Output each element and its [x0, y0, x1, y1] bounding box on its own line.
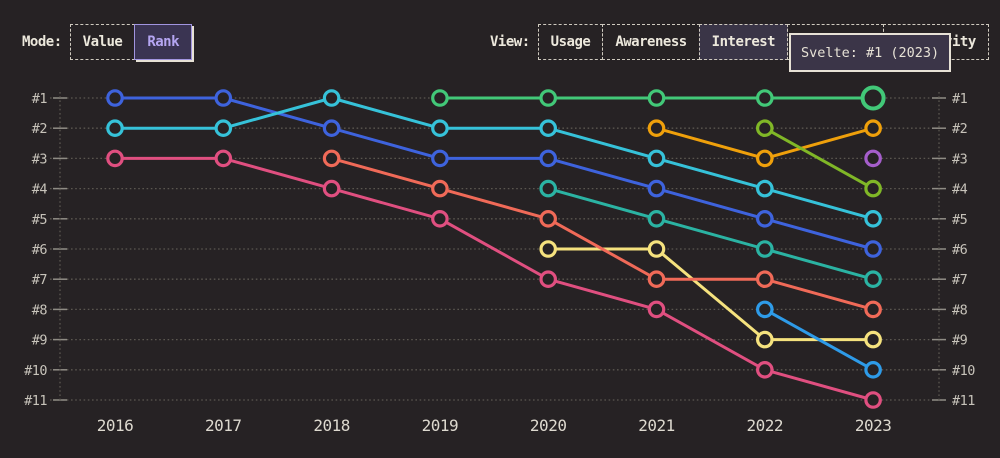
point-amber-2022[interactable] [755, 149, 774, 168]
mode-toggle-group: Mode: Value Rank [22, 24, 193, 60]
point-blue-2023[interactable] [864, 240, 882, 258]
point-teal-2023[interactable] [864, 270, 882, 288]
point-yellow-2022[interactable] [755, 330, 774, 349]
point-pink-2019[interactable] [431, 210, 449, 228]
year-label-2021: 2021 [638, 416, 675, 435]
point-green-2022[interactable] [755, 89, 774, 107]
point-salmon-2023[interactable] [864, 300, 882, 319]
point-salmon-2018[interactable] [322, 149, 341, 168]
point-cyan-2016[interactable] [106, 119, 124, 137]
line-series-pink [113, 156, 875, 402]
point-yellow-2023[interactable] [864, 330, 882, 349]
point-yellow-2020[interactable] [539, 240, 557, 258]
tooltip: Svelte: #1 (2023) [789, 33, 952, 72]
point-blue-2016[interactable] [106, 89, 124, 107]
point-olive-2023[interactable] [864, 179, 882, 198]
rank-label-left-2: #2 [32, 121, 47, 137]
point-salmon-2019[interactable] [431, 179, 449, 198]
point-green-2023-highlighted[interactable] [860, 85, 886, 111]
point-pink-2020[interactable] [539, 270, 557, 288]
point-salmon-2022[interactable] [755, 270, 774, 288]
point-pink-2022[interactable] [755, 360, 774, 379]
point-amber-2023[interactable] [864, 119, 882, 137]
point-green-2020[interactable] [539, 89, 557, 107]
line-series-olive [763, 126, 875, 191]
rank-label-left-3: #3 [32, 151, 48, 167]
rank-label-right-10: #10 [952, 363, 975, 379]
point-cyan-2023[interactable] [864, 210, 882, 228]
rank-label-right-5: #5 [952, 212, 968, 228]
point-purple-2023[interactable] [864, 149, 882, 168]
line-series-cyan [113, 96, 875, 221]
rank-label-left-4: #4 [32, 182, 48, 198]
rank-label-right-9: #9 [952, 333, 968, 349]
point-cyan-2019[interactable] [431, 119, 449, 137]
point-blue-2018[interactable] [322, 119, 341, 137]
line-series-blue [113, 96, 875, 251]
point-cyan-2020[interactable] [539, 119, 557, 137]
tooltip-text: Svelte: #1 (2023) [801, 44, 940, 61]
rank-label-right-8: #8 [952, 302, 968, 318]
point-cyan-2021[interactable] [647, 149, 666, 168]
point-olive-2022[interactable] [755, 119, 774, 137]
rank-label-right-2: #2 [952, 121, 967, 137]
point-yellow-2021[interactable] [647, 240, 666, 258]
point-blue-2020[interactable] [539, 149, 557, 168]
point-teal-2022[interactable] [755, 240, 774, 258]
year-label-2022: 2022 [747, 416, 784, 435]
year-label-2017: 2017 [205, 416, 242, 435]
rank-label-left-8: #8 [32, 302, 48, 318]
rank-label-left-7: #7 [32, 272, 48, 288]
rank-label-left-1: #1 [32, 91, 48, 107]
point-blue-2021[interactable] [647, 179, 666, 198]
point-salmon-2021[interactable] [647, 270, 666, 288]
point-blue-2019[interactable] [431, 149, 449, 168]
point-light-blue-2023[interactable] [864, 360, 882, 379]
year-label-2023: 2023 [855, 416, 892, 435]
point-green-2021[interactable] [647, 89, 666, 107]
rank-label-right-7: #7 [952, 272, 968, 288]
rank-label-right-6: #6 [952, 242, 968, 258]
rank-label-left-5: #5 [32, 212, 48, 228]
rank-label-left-11: #11 [24, 393, 47, 409]
point-cyan-2022[interactable] [755, 179, 774, 198]
mode-label: Mode: [22, 34, 62, 50]
point-salmon-2020[interactable] [539, 210, 557, 228]
rank-label-right-1: #1 [952, 91, 968, 107]
point-pink-2018[interactable] [322, 179, 341, 198]
point-pink-2016[interactable] [106, 149, 124, 168]
point-green-2019[interactable] [431, 89, 449, 107]
line-series-teal [546, 187, 875, 281]
point-pink-2017[interactable] [214, 149, 233, 168]
point-teal-2021[interactable] [647, 210, 666, 228]
rank-label-left-6: #6 [32, 242, 48, 258]
point-pink-2021[interactable] [647, 300, 666, 319]
year-label-2020: 2020 [530, 416, 567, 435]
point-pink-2023[interactable] [864, 391, 882, 409]
year-label-2018: 2018 [313, 416, 350, 435]
line-series-light-blue [763, 307, 875, 372]
line-series-salmon [330, 156, 875, 311]
view-label: View: [490, 34, 530, 50]
point-cyan-2018[interactable] [322, 89, 341, 107]
rank-label-left-10: #10 [24, 363, 47, 379]
point-blue-2022[interactable] [755, 210, 774, 228]
rank-label-left-9: #9 [32, 333, 48, 349]
mode-button-rank[interactable]: Rank [134, 24, 193, 60]
rank-label-right-4: #4 [952, 182, 968, 198]
year-label-2019: 2019 [422, 416, 459, 435]
point-amber-2021[interactable] [647, 119, 666, 137]
mode-buttons: Value Rank [69, 24, 193, 60]
rank-label-right-11: #11 [952, 393, 975, 409]
point-light-blue-2022[interactable] [755, 300, 774, 319]
rank-label-right-3: #3 [952, 151, 968, 167]
point-teal-2020[interactable] [539, 179, 557, 198]
point-blue-2017[interactable] [214, 89, 233, 107]
year-label-2016: 2016 [97, 416, 134, 435]
point-cyan-2017[interactable] [214, 119, 233, 137]
